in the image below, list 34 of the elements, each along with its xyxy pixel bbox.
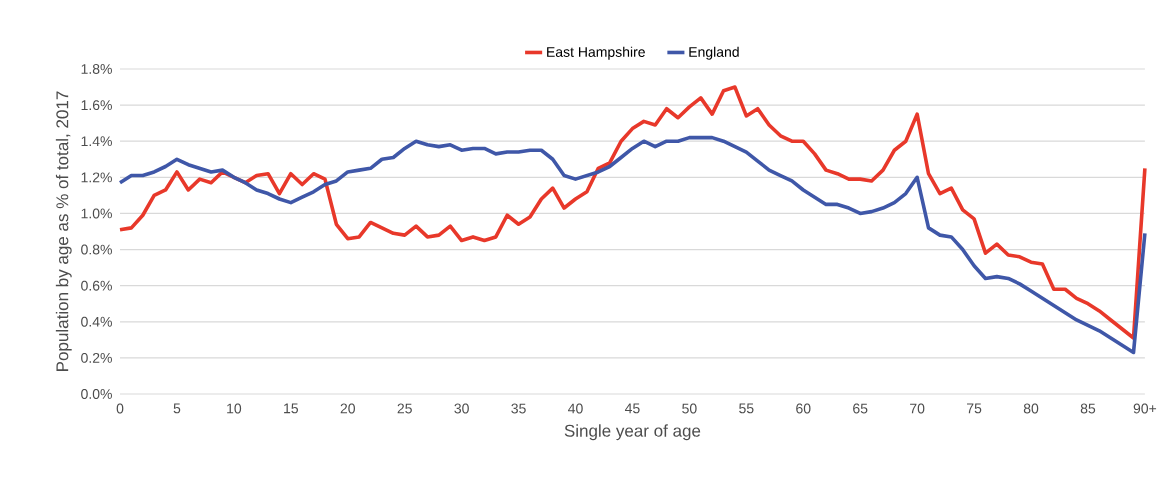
- x-tick-label: 60: [796, 403, 811, 414]
- x-tick-label: 35: [511, 403, 526, 414]
- y-tick-label: 0.4%: [81, 316, 112, 327]
- x-tick-label: 80: [1023, 403, 1039, 414]
- legend-label: East Hampshire: [547, 46, 645, 60]
- x-tick-label: 40: [568, 403, 583, 414]
- x-tick-label: 25: [397, 403, 412, 414]
- x-tick-label: 90+: [1133, 403, 1157, 414]
- x-tick-label: 65: [853, 403, 868, 414]
- y-tick-label: 0.0%: [81, 389, 112, 399]
- x-tick-label: 20: [340, 403, 355, 414]
- x-tick-label: 10: [227, 403, 242, 414]
- x-tick-label: 75: [967, 403, 982, 414]
- x-tick-label: 0: [116, 403, 124, 414]
- y-tick-label: 0.8%: [81, 244, 112, 255]
- y-tick-label: 1.6%: [81, 100, 112, 111]
- x-tick-label: 30: [454, 403, 469, 414]
- y-tick-label: 0.6%: [81, 280, 112, 291]
- x-tick-label: 15: [284, 403, 299, 414]
- y-tick-label: 1.8%: [81, 64, 112, 74]
- y-tick-label: 1.2%: [81, 172, 112, 183]
- y-tick-label: 1.4%: [81, 136, 112, 147]
- x-tick-label: 70: [910, 403, 925, 414]
- x-tick-label: 55: [739, 403, 754, 414]
- line-series: [118, 85, 1147, 340]
- x-tick-label: 5: [173, 403, 181, 414]
- y-tick-label: 0.2%: [81, 352, 112, 363]
- y-tick-label: 1.0%: [81, 208, 112, 219]
- x-tick-label: 45: [624, 403, 640, 414]
- x-tick-label: 85: [1080, 403, 1096, 414]
- x-tick-label: 50: [682, 403, 697, 414]
- x-axis-title: Single year of age: [564, 424, 701, 441]
- y-axis-title: Population by age as % of total, 2017: [55, 91, 72, 371]
- legend-label: England: [689, 46, 739, 60]
